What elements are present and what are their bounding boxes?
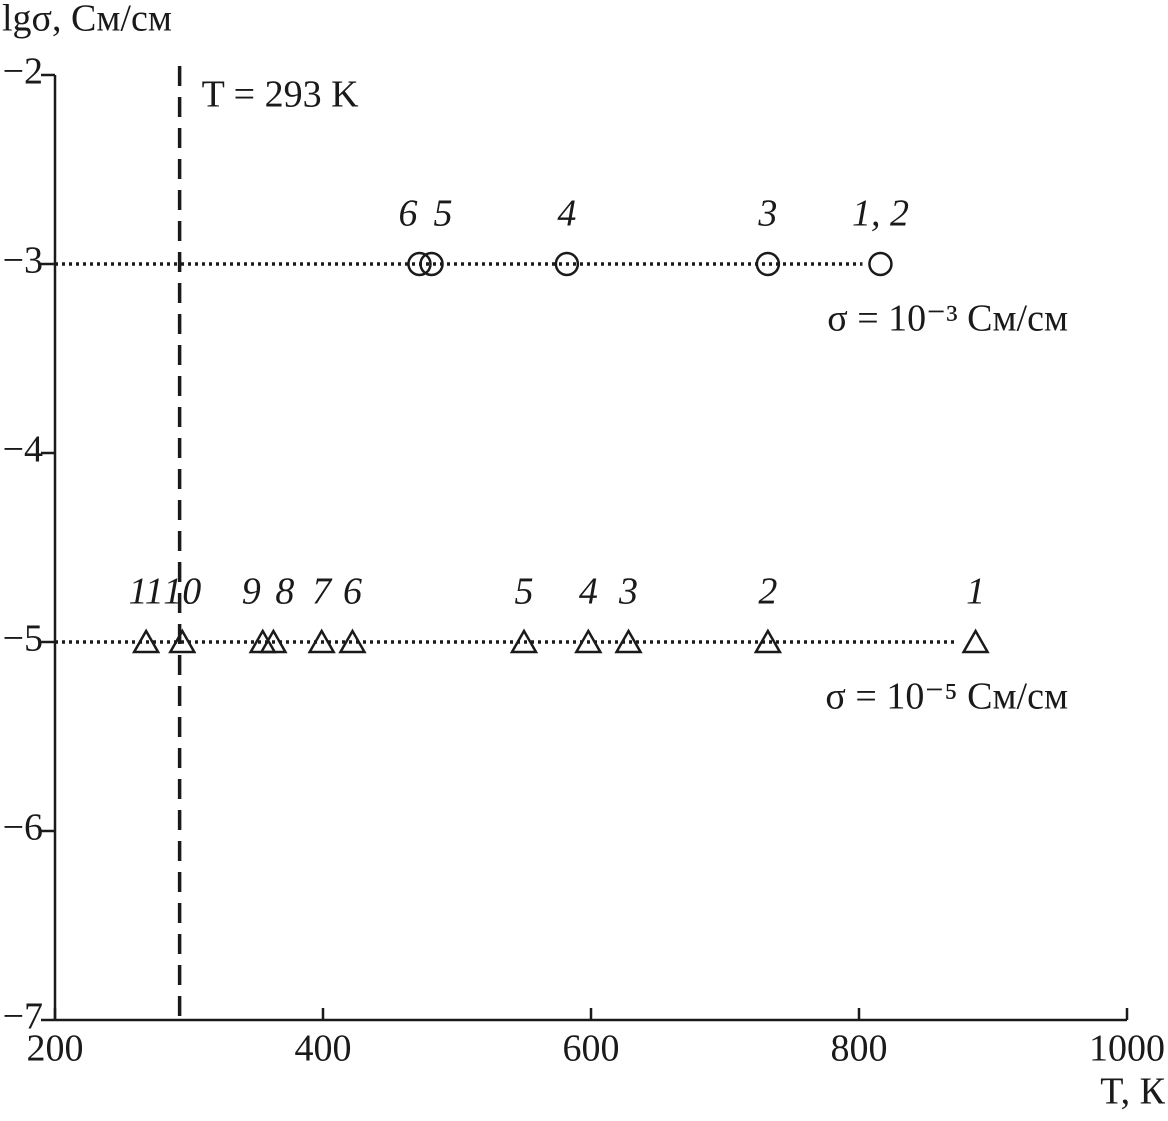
point bbox=[755, 251, 781, 277]
x-tick-label: 600 bbox=[563, 1028, 620, 1070]
point-label: 11 bbox=[129, 571, 164, 613]
point-label: 7 bbox=[312, 571, 333, 613]
y-tick-label: −7 bbox=[3, 996, 43, 1038]
point-label: 3 bbox=[618, 571, 638, 613]
point-label: 4 bbox=[557, 193, 576, 235]
level-label: σ = 10⁻⁵ См/см bbox=[825, 676, 1068, 718]
point-label: 5 bbox=[434, 193, 453, 235]
point bbox=[307, 628, 336, 654]
point-label: 5 bbox=[515, 571, 534, 613]
point bbox=[509, 628, 539, 654]
point bbox=[407, 251, 432, 277]
x-axis-label: T, К bbox=[1100, 1071, 1165, 1113]
x-tick-label: 400 bbox=[295, 1028, 352, 1070]
point-label: 3 bbox=[757, 193, 777, 235]
point bbox=[614, 628, 643, 654]
point bbox=[419, 251, 444, 277]
point bbox=[868, 251, 893, 277]
point bbox=[753, 628, 783, 654]
reference-label: T = 293 K bbox=[202, 74, 359, 116]
point bbox=[961, 628, 990, 654]
x-tick-label: 1000 bbox=[1089, 1028, 1165, 1070]
point-label: 4 bbox=[579, 571, 598, 613]
point bbox=[554, 251, 580, 277]
y-tick-label: −6 bbox=[3, 807, 43, 849]
point bbox=[338, 628, 367, 654]
point-label: 1 bbox=[966, 571, 985, 613]
y-tick-label: −2 bbox=[3, 51, 43, 93]
point-label: 9 bbox=[242, 571, 261, 613]
y-tick-label: −3 bbox=[3, 240, 43, 282]
point-label: 8 bbox=[275, 571, 294, 613]
point bbox=[131, 628, 161, 654]
point-label: 2 bbox=[758, 571, 777, 613]
point bbox=[259, 628, 288, 654]
x-tick-label: 800 bbox=[831, 1028, 888, 1070]
point-label: 1, 2 bbox=[852, 193, 909, 235]
point-label: 6 bbox=[398, 193, 417, 235]
y-tick-label: −4 bbox=[3, 429, 43, 471]
point bbox=[574, 628, 603, 654]
x-tick-label: 200 bbox=[27, 1028, 84, 1070]
level-label: σ = 10⁻³ См/см bbox=[827, 298, 1068, 340]
y-tick-label: −5 bbox=[3, 618, 43, 660]
point-label: 6 bbox=[343, 571, 362, 613]
point-label: 10 bbox=[163, 571, 201, 613]
y-axis-label: lgσ, См/см bbox=[2, 0, 172, 40]
point bbox=[168, 628, 197, 654]
